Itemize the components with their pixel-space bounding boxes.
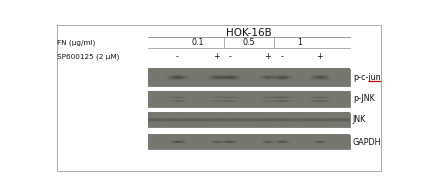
Text: 0.1: 0.1 xyxy=(190,38,203,47)
Text: HOK-16B: HOK-16B xyxy=(225,28,271,38)
Text: 0.5: 0.5 xyxy=(242,38,254,47)
Bar xyxy=(147,69,349,86)
Text: JNK: JNK xyxy=(352,115,365,124)
Text: SP600125 (2 μM): SP600125 (2 μM) xyxy=(57,54,119,60)
Text: +: + xyxy=(264,52,271,61)
Text: -: - xyxy=(176,52,178,61)
Text: p-JNK: p-JNK xyxy=(352,94,374,103)
Bar xyxy=(147,113,349,127)
Text: FN (μg/ml): FN (μg/ml) xyxy=(57,39,95,46)
Text: 1: 1 xyxy=(297,38,302,47)
Text: +: + xyxy=(316,52,322,61)
Bar xyxy=(147,135,349,149)
Text: -: - xyxy=(228,52,230,61)
Bar xyxy=(147,91,349,107)
Text: -: - xyxy=(279,52,282,61)
Text: p-c-jun: p-c-jun xyxy=(352,73,380,81)
FancyBboxPatch shape xyxy=(57,25,380,171)
Text: GAPDH: GAPDH xyxy=(352,138,380,146)
Text: +: + xyxy=(213,52,219,61)
